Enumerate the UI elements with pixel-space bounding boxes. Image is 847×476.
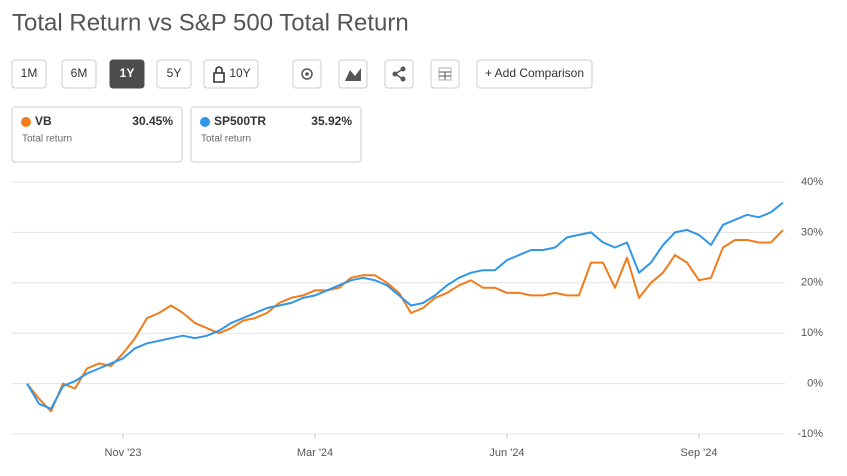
y-tick-label: 40% bbox=[801, 176, 823, 188]
series-line bbox=[26, 229, 784, 413]
series-line bbox=[26, 201, 784, 410]
range-button[interactable]: 1M bbox=[11, 59, 47, 89]
chart-type-button[interactable] bbox=[338, 59, 368, 89]
legend-dot bbox=[21, 117, 31, 127]
x-tick-label: Sep '24 bbox=[681, 447, 718, 459]
button-label: 5Y bbox=[167, 66, 182, 80]
button-label: + Add Comparison bbox=[485, 66, 584, 80]
button-box bbox=[61, 59, 97, 89]
range-button[interactable]: 1Y bbox=[109, 59, 145, 89]
legend-value: 30.45% bbox=[132, 114, 173, 128]
legend-caption: Total return bbox=[201, 134, 251, 145]
x-tick-label: Mar '24 bbox=[297, 447, 333, 459]
y-tick-label: 30% bbox=[801, 226, 823, 238]
button-box bbox=[11, 59, 47, 89]
legend-card: VB 30.45% Total return bbox=[11, 106, 183, 163]
y-tick-label: 0% bbox=[807, 378, 823, 390]
card-box bbox=[190, 106, 362, 163]
x-tick-label: Nov '23 bbox=[105, 447, 142, 459]
settings-button[interactable] bbox=[292, 59, 322, 89]
legend-name: VB bbox=[35, 114, 52, 128]
legend-card: SP500TR 35.92% Total return bbox=[190, 106, 362, 163]
icon-buttons bbox=[292, 59, 460, 89]
legend-name: SP500TR bbox=[214, 114, 266, 128]
chart-title: Total Return vs S&P 500 Total Return bbox=[12, 9, 409, 36]
card-box bbox=[11, 106, 183, 163]
button-label: 10Y bbox=[229, 66, 250, 80]
y-tick-label: -10% bbox=[797, 428, 823, 440]
button-box bbox=[156, 59, 192, 89]
button-label: 1Y bbox=[120, 66, 135, 80]
table-button[interactable] bbox=[430, 59, 460, 89]
legend-dot bbox=[200, 117, 210, 127]
button-label: 6M bbox=[71, 66, 88, 80]
range-button[interactable]: 10Y bbox=[203, 59, 259, 89]
button-box bbox=[476, 59, 593, 89]
y-tick-label: 10% bbox=[801, 327, 823, 339]
x-tick-label: Jun '24 bbox=[489, 447, 524, 459]
button-label: 1M bbox=[21, 66, 38, 80]
lock-icon bbox=[213, 66, 225, 83]
range-button[interactable]: 6M bbox=[61, 59, 97, 89]
button-box bbox=[109, 59, 145, 89]
legend-value: 35.92% bbox=[311, 114, 352, 128]
range-button[interactable]: 5Y bbox=[156, 59, 192, 89]
add-comparison-button[interactable]: + Add Comparison bbox=[476, 59, 593, 89]
legend-caption: Total return bbox=[22, 134, 72, 145]
share-button[interactable] bbox=[384, 59, 414, 89]
y-tick-label: 20% bbox=[801, 277, 823, 289]
